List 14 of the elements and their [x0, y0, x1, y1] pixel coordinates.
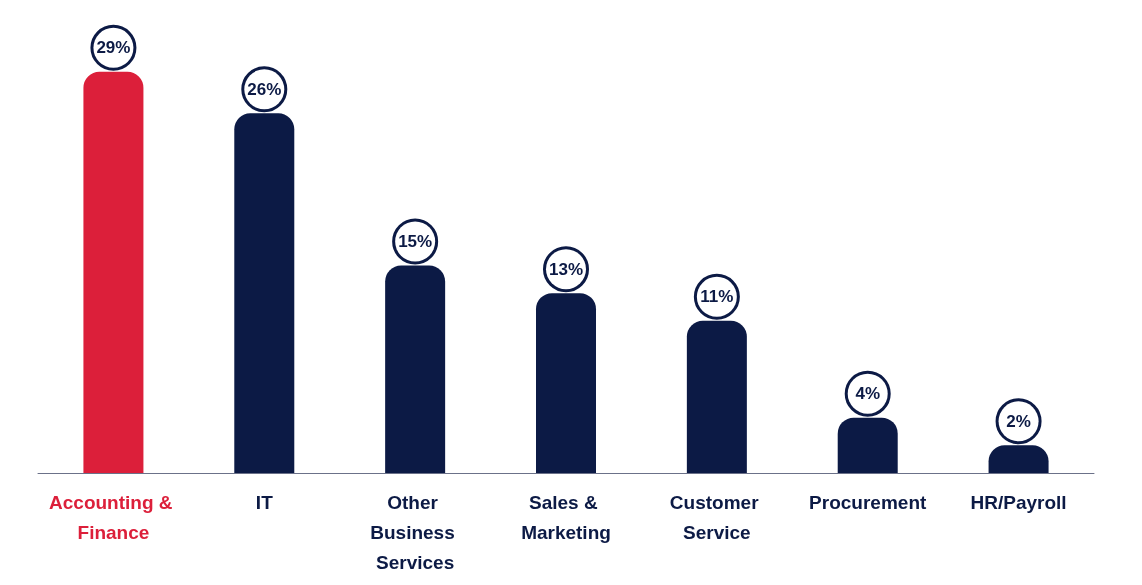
data-label: 2% [1006, 411, 1031, 431]
x-tick-label: Sales & Marketing [521, 491, 611, 543]
x-tick-label: Other Business Services [370, 491, 461, 573]
data-label: 11% [700, 287, 734, 307]
data-label: 29% [96, 38, 131, 58]
x-tick-label: Customer Service [669, 491, 764, 543]
x-tick-label: HR/Payroll [970, 491, 1067, 513]
data-label: 26% [247, 79, 282, 99]
x-tick-label: IT [255, 491, 274, 513]
data-label: 4% [855, 384, 880, 404]
x-tick-label: Accounting & Finance [49, 491, 178, 543]
data-label: 15% [398, 232, 433, 251]
data-label: 13% [548, 259, 584, 279]
x-tick-label: Procurement [809, 491, 927, 513]
